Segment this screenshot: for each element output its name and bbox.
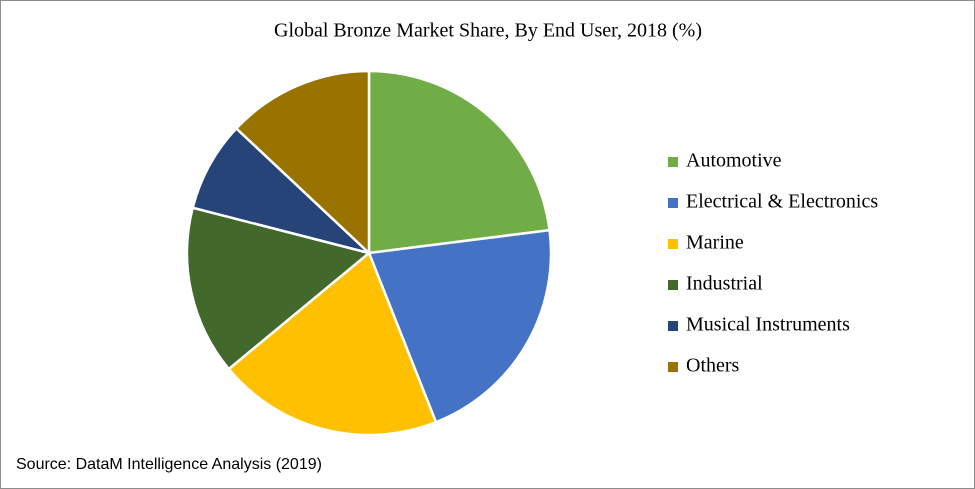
legend-swatch [668, 280, 678, 290]
legend-label: Musical Instruments [686, 314, 850, 336]
legend-swatch [668, 239, 678, 249]
pie-slice [191, 126, 370, 255]
chart-title: Global Bronze Market Share, By End User,… [274, 20, 702, 42]
legend-swatch [668, 198, 678, 208]
source-note: Source: DataM Intelligence Analysis (201… [16, 456, 322, 473]
legend-label: Others [686, 355, 740, 377]
legend-label: Electrical & Electronics [686, 191, 878, 213]
pie-slice [367, 69, 551, 255]
pie-slice [227, 250, 438, 437]
legend-swatch [668, 362, 678, 372]
legend-swatch [668, 321, 678, 331]
legend-swatch [668, 157, 678, 167]
legend-label: Industrial [686, 273, 763, 295]
pie-slice [234, 69, 371, 256]
legend-label: Automotive [686, 150, 782, 172]
pie-slice [367, 228, 553, 424]
pie-slice [185, 206, 372, 371]
legend-label: Marine [686, 232, 744, 254]
